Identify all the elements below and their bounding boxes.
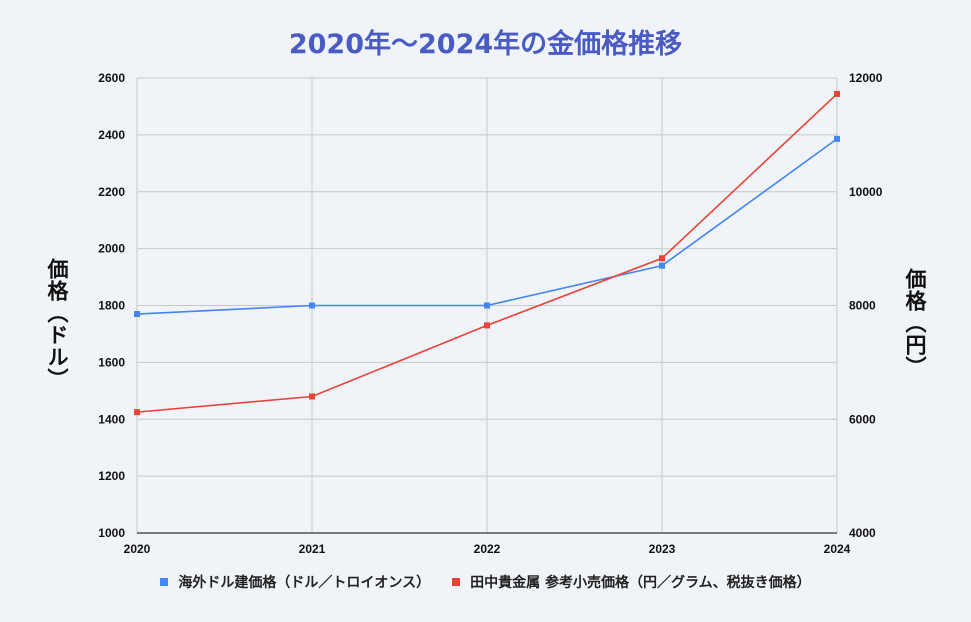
y-tick-left: 2200: [98, 185, 125, 199]
legend: 海外ドル建価格（ドル／トロイオンス） 田中貴金属 参考小売価格（円／グラム、税抜き…: [0, 572, 971, 592]
data-point: [659, 255, 665, 262]
legend-label: 田中貴金属 参考小売価格（円／グラム、税抜き価格）: [470, 575, 811, 591]
chart-title: 2020年～2024年の金価格推移: [288, 29, 683, 60]
y-tick-left: 1200: [98, 469, 125, 483]
y-tick-right: 8000: [849, 299, 876, 313]
data-point: [134, 311, 140, 318]
data-point: [484, 322, 490, 329]
legend-swatch: [452, 578, 461, 586]
y-tick-left: 1400: [98, 412, 125, 426]
legend-item: 田中貴金属 参考小売価格（円／グラム、税抜き価格）: [452, 572, 811, 592]
y-tick-left: 1000: [98, 526, 125, 540]
data-point: [834, 90, 840, 97]
y-tick-right: 10000: [849, 185, 883, 199]
legend-label: 海外ドル建価格（ドル／トロイオンス）: [178, 575, 431, 591]
data-point: [309, 302, 315, 309]
data-point: [834, 135, 840, 142]
y-tick-right: 12000: [849, 71, 883, 85]
y-tick-right: 4000: [849, 526, 876, 540]
data-point: [134, 409, 140, 416]
x-tick: 2021: [299, 542, 326, 556]
y-axis-left-label: 価格（ドル）: [45, 258, 69, 390]
x-tick: 2020: [124, 542, 151, 556]
data-point: [484, 302, 490, 309]
y-tick-right: 6000: [849, 412, 876, 426]
legend-swatch: [160, 578, 169, 586]
y-tick-left: 1600: [98, 355, 125, 369]
y-tick-left: 2600: [98, 71, 125, 85]
y-tick-left: 1800: [98, 299, 125, 313]
y-tick-left: 2400: [98, 128, 125, 142]
x-tick: 2023: [649, 542, 676, 556]
y-axis-right-label: 価格（円）: [903, 268, 927, 378]
legend-item: 海外ドル建価格（ドル／トロイオンス）: [160, 572, 430, 592]
data-point: [309, 393, 315, 400]
y-tick-left: 2000: [98, 242, 125, 256]
data-point: [659, 262, 665, 269]
x-tick: 2024: [824, 542, 851, 556]
x-tick: 2022: [474, 542, 501, 556]
